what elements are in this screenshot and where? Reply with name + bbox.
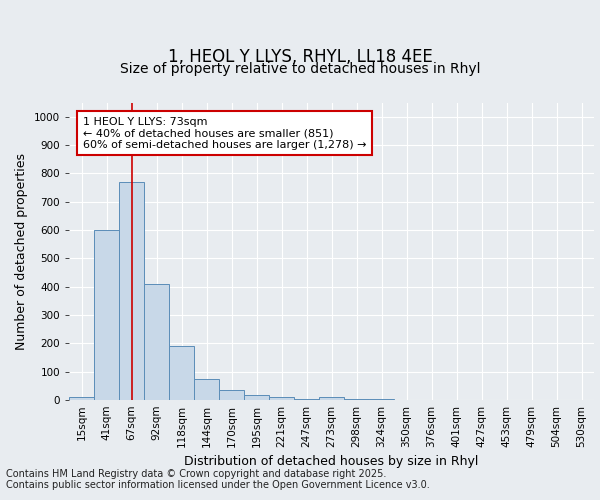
Bar <box>244 395 269 400</box>
Bar <box>294 398 319 400</box>
Text: 1, HEOL Y LLYS, RHYL, LL18 4EE: 1, HEOL Y LLYS, RHYL, LL18 4EE <box>167 48 433 66</box>
Bar <box>269 397 294 400</box>
Bar <box>319 397 344 400</box>
Y-axis label: Number of detached properties: Number of detached properties <box>15 153 28 350</box>
Bar <box>144 284 169 400</box>
Text: Size of property relative to detached houses in Rhyl: Size of property relative to detached ho… <box>120 62 480 76</box>
Bar <box>369 398 394 400</box>
Bar <box>94 230 119 400</box>
Bar <box>194 379 219 400</box>
Bar <box>219 390 244 400</box>
Text: Contains public sector information licensed under the Open Government Licence v3: Contains public sector information licen… <box>6 480 430 490</box>
Bar <box>344 398 369 400</box>
Bar <box>69 397 94 400</box>
X-axis label: Distribution of detached houses by size in Rhyl: Distribution of detached houses by size … <box>184 456 479 468</box>
Bar <box>119 182 144 400</box>
Bar <box>169 346 194 400</box>
Text: Contains HM Land Registry data © Crown copyright and database right 2025.: Contains HM Land Registry data © Crown c… <box>6 469 386 479</box>
Text: 1 HEOL Y LLYS: 73sqm
← 40% of detached houses are smaller (851)
60% of semi-deta: 1 HEOL Y LLYS: 73sqm ← 40% of detached h… <box>83 116 366 150</box>
